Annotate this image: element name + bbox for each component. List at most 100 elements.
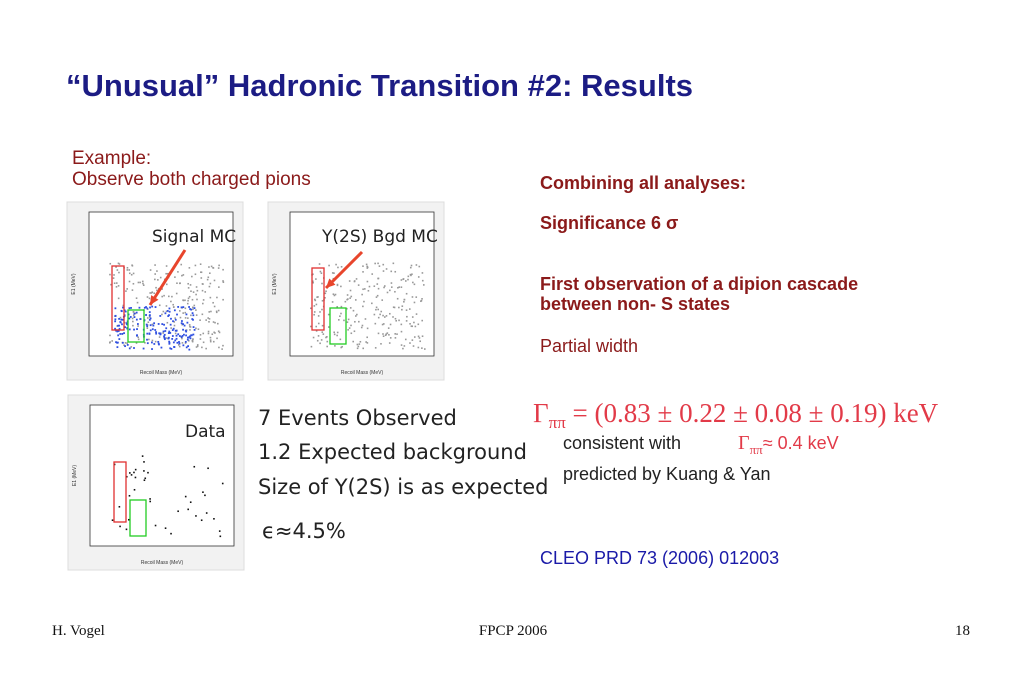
plot-dot <box>321 282 323 285</box>
plot-dot <box>415 313 418 315</box>
plot-dot <box>213 518 215 520</box>
selection-box <box>129 499 147 537</box>
plot-dot <box>383 286 385 289</box>
plot-dot <box>182 344 185 347</box>
plot-dot <box>163 333 166 336</box>
plot-dot <box>193 307 196 310</box>
plot-dot <box>149 498 151 500</box>
plot-dot <box>358 320 360 323</box>
plot-dot <box>390 270 393 273</box>
plot-dot <box>132 310 135 313</box>
plot-dot <box>405 309 408 311</box>
plot-dot <box>313 305 316 307</box>
plot-dot <box>421 335 424 338</box>
plot-dot <box>191 340 194 342</box>
plot-dot <box>199 338 202 340</box>
plot-dot <box>117 285 120 287</box>
plot-dot <box>184 311 187 314</box>
plot-dot <box>190 308 193 311</box>
plot-dot <box>165 305 168 307</box>
plot-dot <box>148 314 151 317</box>
plot-dot <box>115 341 117 344</box>
footer-page: 18 <box>955 623 970 639</box>
plot-dot <box>154 278 156 281</box>
plot-dot <box>326 345 328 348</box>
plot-dot <box>213 279 216 282</box>
plot-dot <box>201 313 204 316</box>
plot-dot <box>216 322 219 325</box>
plot-dot <box>177 344 180 346</box>
plot-dot <box>193 465 196 468</box>
plot-dot <box>384 334 387 337</box>
plot-dot <box>109 273 111 276</box>
consistent-symbol: Γ <box>738 432 750 454</box>
plot-dot <box>148 338 150 341</box>
plot-dot <box>167 332 170 334</box>
plot-dot <box>209 340 212 343</box>
plot-dot <box>191 312 194 315</box>
plot-dot <box>312 280 314 283</box>
plot-dot <box>182 299 184 301</box>
plot-dot <box>129 316 132 318</box>
plot-dot <box>392 306 395 308</box>
plot-dot <box>174 339 177 342</box>
plot-dot <box>197 328 200 331</box>
plot-dot <box>419 340 422 343</box>
plot-dot <box>359 340 362 343</box>
plot-dot <box>333 333 336 336</box>
plot-dot <box>192 291 195 293</box>
plot-dot <box>315 325 318 328</box>
plot-dot <box>118 327 121 330</box>
plot-dot <box>165 283 168 286</box>
plot-panel: Data Recoil Mass (MeV) E1 (MeV) <box>67 394 245 571</box>
plot-dot <box>352 309 355 312</box>
plot-dot <box>205 347 207 350</box>
plot-dot <box>128 328 131 331</box>
plot-dot <box>380 310 383 313</box>
plot-dot <box>398 306 400 309</box>
plot-dot <box>114 320 117 323</box>
plot-dot <box>144 341 146 344</box>
plot-dot <box>377 287 380 290</box>
plot-dot <box>162 330 165 333</box>
plot-dot <box>375 306 378 309</box>
selection-box <box>127 309 145 343</box>
arrow <box>148 249 187 306</box>
plot-dot <box>388 312 391 315</box>
plot-dot <box>190 314 192 317</box>
plot-dot <box>175 329 178 332</box>
plot-dot <box>380 343 382 345</box>
plot-dot <box>119 525 121 528</box>
plot-dot <box>138 306 141 309</box>
plot-dot <box>222 281 225 284</box>
plot-dot <box>181 337 183 340</box>
plot-dot <box>366 342 369 344</box>
plot-dot <box>172 303 174 306</box>
plot-dot <box>186 302 189 305</box>
plot-dot <box>131 289 134 291</box>
plot-dot <box>156 270 158 272</box>
plot-dot <box>125 323 128 325</box>
plot-dot <box>321 324 324 327</box>
plot-dot <box>385 315 388 317</box>
plot-dot <box>132 314 135 317</box>
plot-dot <box>142 282 144 285</box>
plot-dot <box>161 288 163 290</box>
plot-dot <box>310 345 313 348</box>
plot-dot <box>170 347 173 350</box>
plot-dot <box>181 320 183 322</box>
annotation: 7 Events Observed <box>258 406 457 430</box>
plot-dot <box>396 297 399 300</box>
plot-dot <box>202 299 205 301</box>
plot-dot <box>177 271 179 273</box>
plot-dot <box>209 282 212 285</box>
plot-dot <box>371 273 374 275</box>
plot-dot <box>389 289 391 292</box>
plot-dot <box>210 265 213 268</box>
plot-dot <box>188 267 191 269</box>
plot-dot <box>350 332 353 335</box>
plot-dot <box>136 301 139 304</box>
plot-dot <box>221 348 223 350</box>
plot-dot <box>178 335 181 337</box>
